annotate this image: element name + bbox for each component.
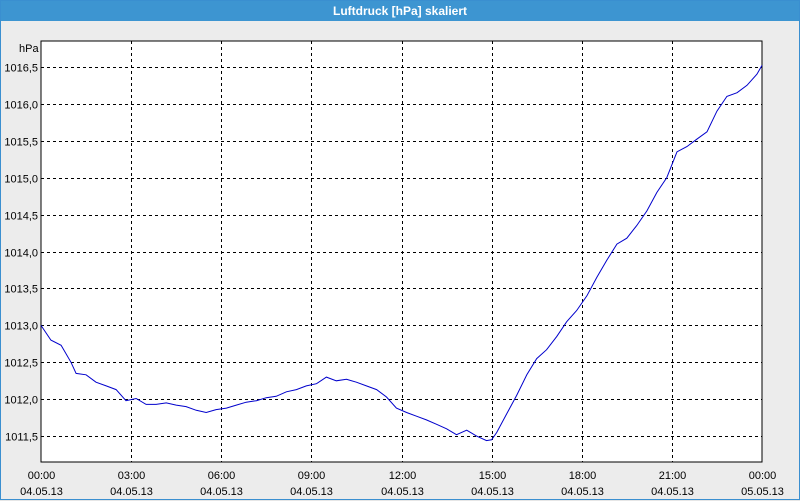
x-tick-date-label: 04.05.13: [20, 486, 63, 498]
y-tick-label: 1014,5: [4, 211, 38, 223]
x-tick-time-label: 21:00: [659, 470, 687, 482]
x-tick-date-label: 04.05.13: [381, 486, 424, 498]
y-tick-label: 1013,0: [4, 321, 38, 333]
y-tick-label: 1015,5: [4, 137, 38, 149]
x-tick-time-label: 03:00: [118, 470, 146, 482]
pressure-series-line: [40, 65, 763, 442]
x-tick-date-label: 04.05.13: [471, 486, 514, 498]
x-tick-time-label: 18:00: [569, 470, 597, 482]
y-tick-label: 1015,0: [4, 174, 38, 186]
x-tick-time-label: 15:00: [479, 470, 507, 482]
y-tick-label: 1014,0: [4, 248, 38, 260]
y-axis-unit-label: hPa: [19, 43, 39, 55]
x-tick-date-label: 05.05.13: [741, 486, 784, 498]
x-axis-ticks: 00:00 04.05.13 03:00 04.05.13 06:00 04.05.13 0…: [20, 470, 784, 498]
x-tick-time-label: 09:00: [298, 470, 326, 482]
window-title: Luftdruck [hPa] skaliert: [1, 1, 799, 21]
plot-area: [40, 40, 763, 463]
series-layer: [40, 65, 763, 442]
x-tick-date-label: 04.05.13: [290, 486, 333, 498]
x-tick-date-label: 04.05.13: [651, 486, 694, 498]
x-tick-date-label: 04.05.13: [110, 486, 153, 498]
y-tick-label: 1012,5: [4, 358, 38, 370]
y-tick-label: 1016,5: [4, 63, 38, 75]
grid-lines: [41, 41, 762, 462]
y-axis-ticks: 1011,5 1012,0 1012,5 1013,0 1013,5 1014,0 1014…: [4, 63, 38, 444]
y-tick-label: 1016,0: [4, 100, 38, 112]
x-tick-time-label: 12:00: [389, 470, 417, 482]
y-tick-label: 1013,5: [4, 284, 38, 296]
y-tick-label: 1011,5: [5, 432, 38, 444]
x-tick-time-label: 06:00: [208, 470, 236, 482]
x-tick-date-label: 04.05.13: [200, 486, 243, 498]
x-tick-time-label: 00:00: [28, 470, 56, 482]
x-tick-date-label: 04.05.13: [561, 486, 604, 498]
y-tick-label: 1012,0: [4, 395, 38, 407]
x-tick-time-label: 00:00: [749, 470, 777, 482]
